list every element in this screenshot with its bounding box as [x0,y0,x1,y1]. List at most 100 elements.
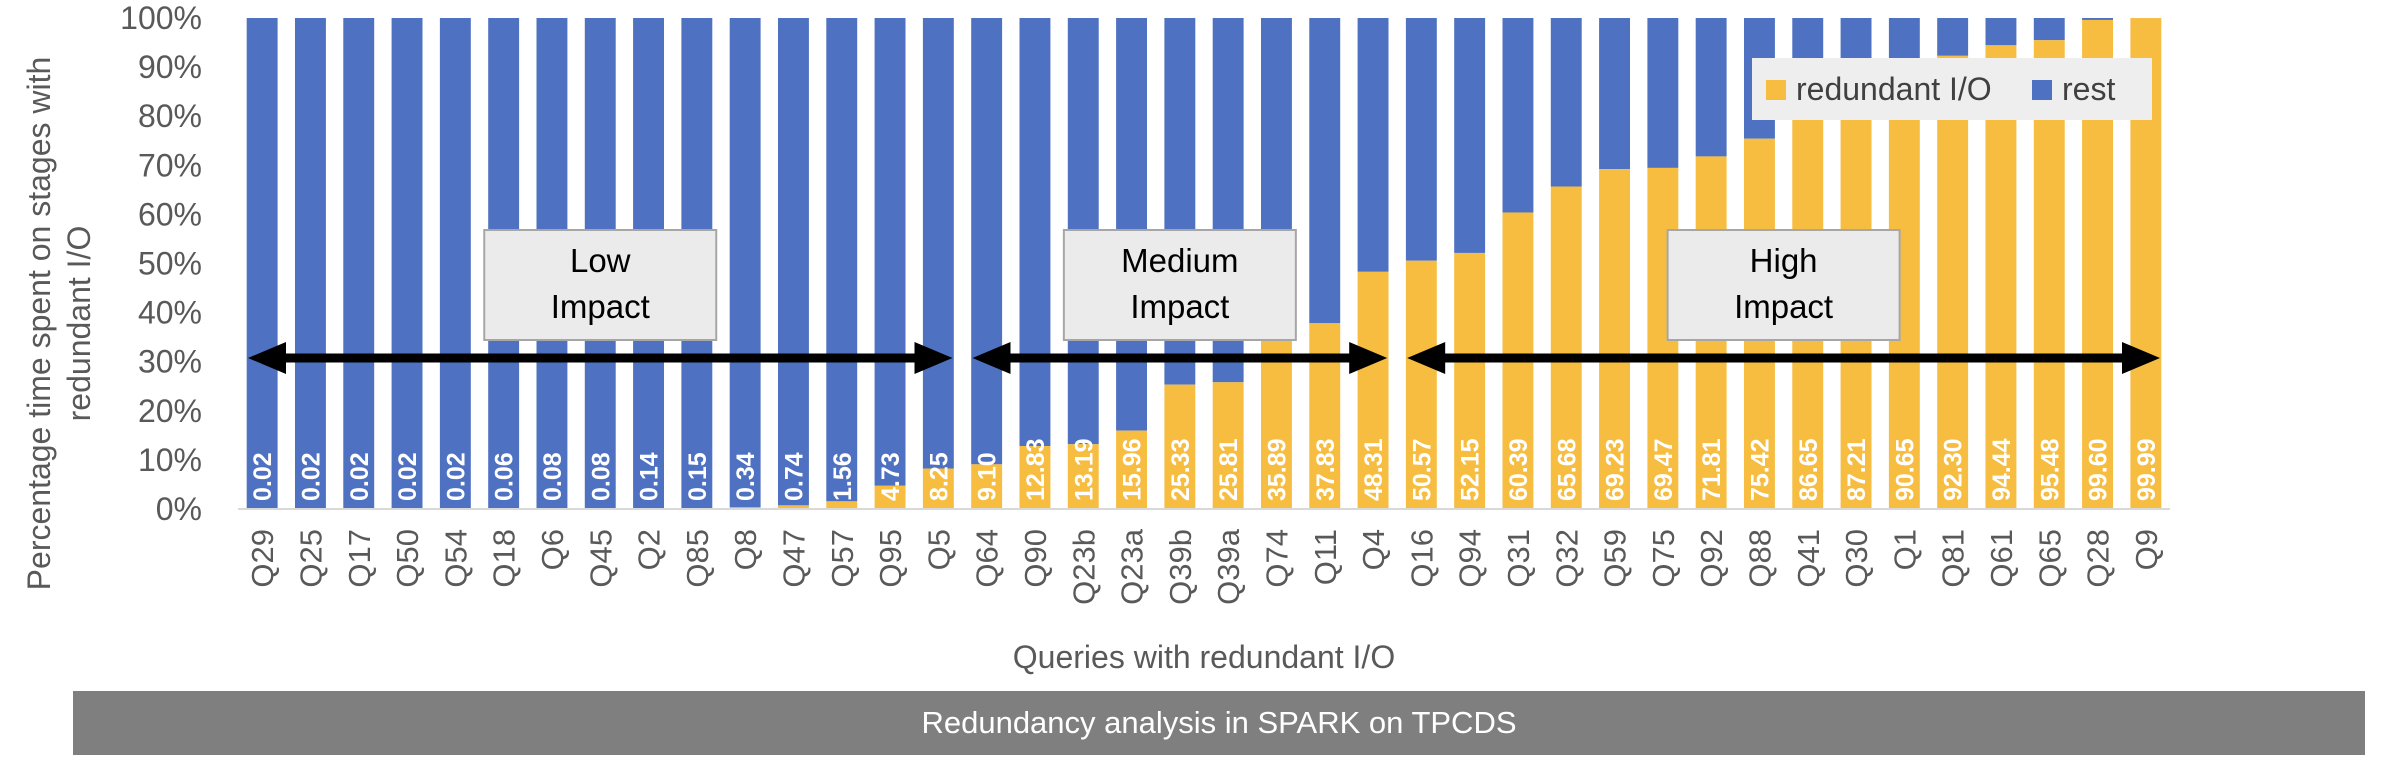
y-tick-label: 40% [138,295,202,331]
x-tick-label: Q39a [1211,528,1246,605]
y-tick-label: 20% [138,393,202,429]
bar-rest [826,18,858,502]
data-label: 99.60 [2085,438,2113,501]
bar-redundant [1454,252,1486,510]
x-tick-label: Q59 [1598,529,1633,588]
impact-label-box [1666,229,1901,341]
data-label: 90.65 [1891,438,1919,501]
y-axis: 0% 10% 20% 30% 40% 50% 60% 70% 80% 90% 100% [120,0,202,527]
impact-arrow [972,342,1388,374]
bar-redundant [1116,430,1148,509]
x-tick-label: Q29 [245,529,280,588]
y-tick-label: 100% [120,0,202,36]
x-tick-label: Q65 [2032,529,2067,588]
bar-rest [2033,18,2065,41]
bar-redundant [1937,55,1969,509]
bar-redundant [826,501,858,509]
x-tick-label: Q28 [2081,529,2116,588]
legend-swatch [1766,80,1786,100]
y-tick-label: 60% [138,196,202,232]
data-label: 52.15 [1457,438,1485,501]
data-labels: 0.02 0.02 0.02 0.02 0.02 0.06 0.08 0.08 0.14 0.15… [249,438,2161,501]
bar-redundant [1212,382,1244,509]
data-label: 0.08 [587,452,615,501]
data-label: 0.02 [394,452,422,501]
data-label: 69.47 [1650,438,1678,501]
data-label: 75.42 [1746,438,1774,501]
data-label: 99.99 [2133,438,2161,501]
x-tick-label: Q88 [1742,529,1777,588]
bar-rest [439,18,471,509]
y-tick-label: 30% [138,344,202,380]
data-label: 0.02 [346,452,374,501]
legend-label: rest [2062,71,2115,107]
x-tick-label: Q1 [1887,529,1922,570]
x-tick-label: Q50 [390,529,425,588]
x-tick-label: Q94 [1453,529,1488,588]
bar-rest [391,18,423,509]
bar-rest [1599,18,1631,170]
bar-redundant [922,468,954,509]
data-label: 1.56 [829,452,857,501]
legend-swatch [2032,80,2052,100]
bar-redundant [1019,446,1051,509]
bar-rest [246,18,278,509]
data-label: 0.34 [732,452,760,501]
data-label: 8.25 [925,452,953,501]
y-tick-label: 70% [138,147,202,183]
data-label: 12.83 [1022,438,1050,501]
y-tick-label: 90% [138,49,202,85]
y-axis-title-line: redundant I/O [61,226,97,422]
x-tick-label: Q2 [632,529,667,570]
impact-arrow [248,342,953,374]
y-tick-label: 80% [138,98,202,134]
bar-rest [922,18,954,469]
bar-rest [1502,18,1534,213]
data-label: 0.08 [539,452,567,501]
x-tick-label: Q39b [1163,529,1198,605]
x-tick-label: Q75 [1646,529,1681,588]
x-tick-label: Q95 [873,529,908,588]
bar-redundant [1164,384,1196,509]
x-tick-label: Q45 [583,529,618,588]
y-axis-title: Percentage time spent on stages with redu… [21,57,97,591]
bar-rest [729,18,761,508]
x-tick-label: Q25 [293,529,328,588]
x-axis: Q29 Q25 Q17 Q50 Q54 Q18 Q6 Q45 Q2 Q85 Q8 Q47 Q57 Q95 Q… [238,508,2170,605]
bar-rest [1550,18,1582,187]
bar-rest [294,18,326,509]
y-tick-label: 0% [156,491,202,527]
impact-label-text: Impact [1734,288,1833,325]
data-label: 94.44 [1988,438,2016,501]
x-tick-label: Q30 [1839,529,1874,588]
data-label: 0.02 [297,452,325,501]
bar-redundant [1599,169,1631,510]
x-tick-label: Q74 [1259,529,1294,588]
bar-rest [1985,18,2017,46]
x-tick-label: Q54 [438,529,473,588]
x-tick-label: Q16 [1404,529,1439,588]
bar-redundant [777,505,809,509]
impact-label-text: Impact [551,288,650,325]
impact-label-text: High [1750,242,1818,279]
x-tick-label: Q18 [487,529,522,588]
bar-rest [343,18,375,509]
data-label: 0.02 [442,452,470,501]
data-label: 60.39 [1505,438,1533,501]
x-tick-label: Q23a [1115,528,1150,605]
bar-redundant [971,464,1003,509]
data-label: 0.06 [491,452,519,501]
x-tick-label: Q61 [1984,529,2019,588]
data-label: 86.65 [1795,438,1823,501]
x-tick-label: Q81 [1936,529,1971,588]
figure-caption: Redundancy analysis in SPARK on TPCDS [73,691,2365,755]
x-tick-label: Q9 [2129,529,2164,570]
bar-rest [1116,18,1148,431]
legend-box [1752,58,2152,120]
data-label: 9.10 [974,452,1002,501]
y-tick-label: 50% [138,246,202,282]
x-tick-label: Q32 [1549,529,1584,588]
bar-redundant [1550,186,1582,509]
bar-rest [1309,18,1341,324]
bar-rest [1695,18,1727,157]
